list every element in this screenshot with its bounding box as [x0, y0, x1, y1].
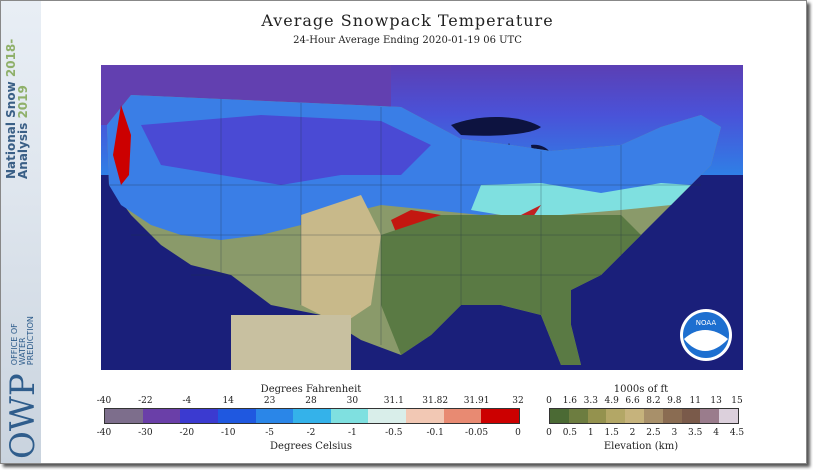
temperature-swatch — [217, 409, 256, 423]
owp-sidebar: National Snow 2018- Analysis 2019 OWP OF… — [1, 1, 43, 463]
celsius-tick: 0 — [515, 428, 521, 438]
elevation-ft-tick: 3.3 — [583, 396, 598, 406]
elevation-ft-tick: 15 — [731, 396, 743, 406]
celsius-tick: -0.05 — [465, 428, 489, 438]
elevation-swatch — [587, 409, 607, 423]
fahrenheit-tick: 30 — [346, 396, 359, 406]
fahrenheit-tick: -40 — [96, 396, 112, 406]
celsius-tick: -1 — [348, 428, 357, 438]
celsius-tick: -40 — [96, 428, 112, 438]
fahrenheit-tick: 28 — [305, 396, 317, 406]
plains-bare — [301, 195, 381, 325]
celsius-tick: -20 — [179, 428, 195, 438]
fahrenheit-title: Degrees Fahrenheit — [260, 384, 362, 395]
elevation-ft-tick: 4.9 — [604, 396, 619, 406]
page-frame: National Snow 2018- Analysis 2019 OWP OF… — [0, 0, 807, 464]
elevation-km-tick: 2.5 — [646, 428, 661, 438]
lake-superior — [451, 116, 541, 136]
fahrenheit-tick: 23 — [263, 396, 276, 406]
snowpack-map[interactable]: NOAA — [101, 65, 743, 370]
elevation-km-tick: 3.5 — [688, 428, 703, 438]
owp-words: OFFICE OF WATER PREDICTION — [10, 316, 35, 366]
nsa-line2: Analysis — [16, 122, 30, 179]
temperature-swatch — [330, 409, 369, 423]
celsius-title: Degrees Celsius — [270, 441, 352, 452]
fahrenheit-tick: -4 — [182, 396, 192, 406]
celsius-tick: -0.5 — [385, 428, 403, 438]
nsa-logo-text: National Snow 2018- Analysis 2019 — [4, 39, 30, 179]
owp-word-3: PREDICTION — [26, 316, 35, 366]
fahrenheit-tick: 31.91 — [463, 396, 490, 406]
fahrenheit-tick: 31.1 — [383, 396, 404, 406]
state-boundaries — [109, 99, 701, 345]
celsius-tick: -0.1 — [426, 428, 444, 438]
elevation-km-title: Elevation (km) — [603, 441, 679, 452]
celsius-tick: -2 — [306, 428, 316, 438]
elevation-swatch — [681, 409, 701, 423]
noaa-logo: NOAA — [680, 309, 732, 361]
temperature-swatch — [443, 409, 482, 423]
elevation-ft-tick: 8.2 — [646, 396, 661, 406]
celsius-tick: -30 — [138, 428, 153, 438]
elevation-swatch — [606, 409, 626, 423]
owp-letters: OWP — [3, 373, 43, 459]
elevation-ft-tick: 9.8 — [667, 396, 682, 406]
temperature-swatch — [481, 409, 520, 423]
snow-cover-cold-core — [141, 115, 431, 185]
elevation-km-tick: 1.5 — [604, 428, 619, 438]
owp-logo: OWP OFFICE OF WATER PREDICTION — [3, 316, 43, 459]
temperature-swatch — [406, 409, 444, 423]
mexico-area — [231, 315, 351, 370]
elevation-swatch — [700, 409, 720, 423]
elevation-swatch — [662, 409, 682, 423]
elevation-km-tick: 1 — [587, 428, 594, 438]
elevation-km-tick: 2 — [629, 428, 636, 438]
southeast-lowland — [381, 215, 641, 365]
elevation-km-tick: 4.5 — [729, 428, 745, 438]
elevation-km-tick: 4 — [713, 428, 719, 438]
elevation-km-tick: 3 — [671, 428, 678, 438]
fahrenheit-tick: -22 — [138, 396, 153, 406]
cascades-warm-snow — [113, 105, 131, 185]
elevation-ft-tick: 1.6 — [562, 396, 578, 406]
celsius-tick: -10 — [220, 428, 236, 438]
elevation-ft-title: 1000s of ft — [613, 384, 669, 395]
temperature-swatch — [105, 409, 143, 423]
celsius-tick: -5 — [265, 428, 274, 438]
elevation-swatch — [625, 409, 644, 423]
elevation-km-tick: 0 — [546, 428, 552, 438]
temperature-swatch — [368, 409, 407, 423]
elevation-swatch — [643, 409, 663, 423]
fahrenheit-tick: 31.82 — [422, 396, 449, 406]
fahrenheit-tick: 14 — [222, 396, 234, 406]
elevation-swatch — [568, 409, 588, 423]
elevation-ft-tick: 6.6 — [625, 396, 640, 406]
elevation-ft-tick: 13 — [710, 396, 722, 406]
elevation-ft-tick: 0 — [546, 396, 552, 406]
elevation-ft-tick: 11 — [689, 396, 701, 406]
map-subtitle: 24-Hour Average Ending 2020-01-19 06 UTC — [293, 35, 522, 46]
temperature-swatch — [255, 409, 294, 423]
elevation-color-bar — [549, 408, 739, 424]
nsa-year2: 2019 — [16, 85, 30, 119]
elevation-swatch — [719, 409, 738, 423]
temperature-swatch — [180, 409, 218, 423]
temperature-color-bar — [104, 408, 520, 424]
temperature-swatch — [293, 409, 331, 423]
temperature-swatch — [142, 409, 181, 423]
fahrenheit-tick: 32 — [512, 396, 524, 406]
snow-cover-melting — [471, 183, 691, 215]
elevation-swatch — [550, 409, 569, 423]
map-title: Average Snowpack Temperature — [261, 11, 554, 30]
noaa-text: NOAA — [696, 319, 717, 327]
elevation-km-tick: 0.5 — [562, 428, 578, 438]
